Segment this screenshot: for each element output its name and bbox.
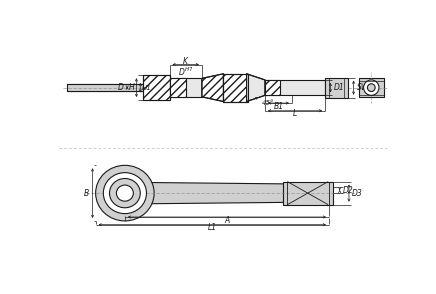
Circle shape — [364, 80, 379, 95]
Polygon shape — [246, 74, 265, 101]
Text: B1: B1 — [273, 102, 283, 111]
Bar — [283, 182, 333, 205]
Ellipse shape — [116, 185, 133, 201]
Text: L: L — [293, 109, 297, 118]
Bar — [170, 78, 202, 97]
Text: K: K — [183, 57, 188, 66]
Bar — [223, 74, 248, 101]
Ellipse shape — [109, 178, 140, 208]
Bar — [265, 80, 280, 95]
Text: D2: D2 — [343, 186, 354, 195]
Text: B: B — [84, 189, 89, 198]
Polygon shape — [133, 182, 286, 204]
Ellipse shape — [95, 165, 154, 221]
Text: $D^{H7}$: $D^{H7}$ — [178, 66, 194, 78]
Bar — [265, 80, 325, 95]
Text: SW: SW — [357, 83, 369, 92]
Bar — [359, 78, 384, 97]
Text: H: H — [128, 83, 134, 92]
Bar — [143, 75, 170, 100]
Text: D: D — [117, 83, 123, 92]
Bar — [223, 74, 248, 101]
Text: D1: D1 — [334, 83, 344, 92]
Text: 45°: 45° — [262, 100, 274, 106]
Bar — [143, 75, 170, 100]
Bar — [170, 78, 186, 97]
Ellipse shape — [103, 173, 146, 214]
Text: H1: H1 — [142, 85, 152, 91]
Bar — [67, 84, 144, 91]
Text: D3: D3 — [352, 189, 363, 198]
Text: A: A — [224, 216, 229, 225]
Bar — [325, 78, 348, 98]
Text: L1: L1 — [208, 223, 217, 232]
Polygon shape — [202, 74, 223, 101]
Circle shape — [368, 84, 375, 91]
